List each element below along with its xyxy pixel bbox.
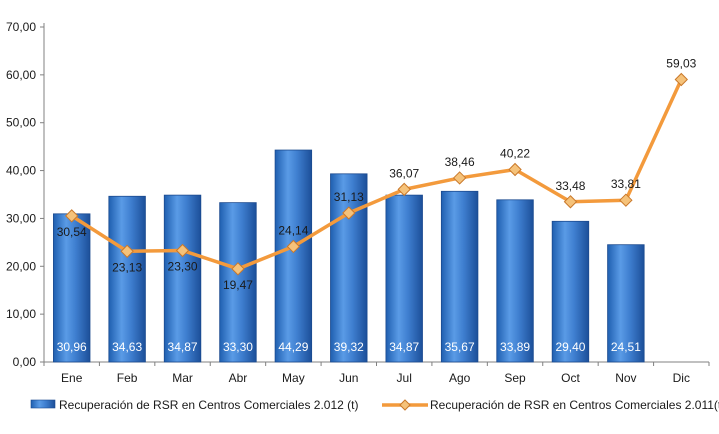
x-tick-label: Sep: [504, 371, 526, 385]
x-tick-label: Dic: [673, 371, 690, 385]
line-point: [563, 195, 578, 209]
line-data-label: 30,54: [57, 225, 87, 239]
bar: [330, 173, 368, 363]
bar-data-label: 24,51: [611, 340, 641, 354]
x-tick-label: May: [282, 371, 305, 385]
line-data-label: 23,30: [168, 259, 198, 273]
line-point: [175, 243, 190, 258]
bar: [551, 220, 590, 363]
legend-label-line: Recuperación de RSR en Centros Comercial…: [430, 398, 719, 412]
x-tick-label: Ago: [449, 371, 471, 385]
line-data-label: 33,48: [555, 179, 585, 193]
bar-data-label: 39,32: [334, 340, 364, 354]
bar: [163, 194, 202, 363]
line-data-label: 24,14: [278, 223, 308, 237]
line-data-label: 33,81: [611, 177, 641, 191]
y-tick-label: 60,00: [6, 68, 36, 82]
series-line: [70, 78, 683, 271]
y-tick-label: 20,00: [6, 259, 36, 273]
line-data-label: 40,22: [500, 147, 530, 161]
bar: [385, 194, 423, 363]
axes: 0,00 10,00 20,00 30,00 40,00 50,00 60,00 70,00 E…: [6, 20, 710, 385]
x-tick-label: Ene: [61, 371, 83, 385]
line-point: [342, 206, 356, 220]
line-data-label: 31,13: [334, 190, 364, 204]
bar: [607, 244, 645, 363]
y-tick-label: 30,00: [6, 211, 36, 225]
line-point: [397, 182, 411, 197]
bar-data-label: 35,67: [445, 340, 475, 354]
bar: [108, 195, 146, 363]
bar-data-label: 33,30: [223, 340, 253, 354]
bar-data-label: 44,29: [278, 340, 308, 354]
y-tick-label: 40,00: [6, 164, 36, 178]
bar-series: [53, 149, 645, 363]
legend-swatch-marker: [399, 399, 411, 411]
legend-label-bar: Recuperación de RSR en Centros Comercial…: [59, 398, 358, 412]
bar-data-label: 34,63: [112, 340, 142, 354]
bar-data-label: 29,40: [555, 340, 585, 354]
x-tick-label: Mar: [172, 371, 193, 385]
line-data-label: 36,07: [389, 166, 419, 180]
line-point: [231, 262, 245, 276]
bar-data-label: 34,87: [389, 340, 419, 354]
x-tick-label: Feb: [117, 371, 138, 385]
x-tick-label: Jun: [339, 371, 358, 385]
line-point: [674, 72, 688, 87]
x-tick-label: Abr: [229, 371, 248, 385]
data-labels: 30,96 34,63 34,87 33,30 44,29 39,32 34,87 35,67…: [57, 56, 697, 354]
x-tick-label: Jul: [397, 371, 412, 385]
line-series: [65, 72, 688, 276]
y-tick-label: 50,00: [6, 116, 36, 130]
bar-data-label: 33,89: [500, 340, 530, 354]
line-data-label: 59,03: [666, 56, 696, 70]
bar: [219, 202, 257, 363]
line-point: [286, 239, 301, 254]
line-point: [120, 244, 134, 259]
line-point: [508, 162, 522, 177]
y-tick-label: 0,00: [13, 355, 37, 369]
y-tick-label: 10,00: [6, 307, 36, 321]
legend-swatch-bar: [30, 399, 56, 409]
x-tick-label: Nov: [615, 371, 636, 385]
line-data-label: 19,47: [223, 278, 253, 292]
line-point: [65, 209, 79, 223]
bar-data-label: 30,96: [57, 340, 87, 354]
bar: [274, 149, 313, 363]
legend: Recuperación de RSR en Centros Comercial…: [30, 398, 719, 412]
line-point: [619, 193, 633, 207]
line-data-label: 38,46: [445, 155, 475, 169]
line-data-label: 23,13: [112, 260, 142, 274]
y-tick-label: 70,00: [6, 20, 36, 34]
bar: [440, 190, 479, 363]
bar-data-label: 34,87: [168, 340, 198, 354]
line-point: [452, 171, 467, 185]
x-tick-label: Oct: [561, 371, 580, 385]
bar: [496, 199, 534, 363]
